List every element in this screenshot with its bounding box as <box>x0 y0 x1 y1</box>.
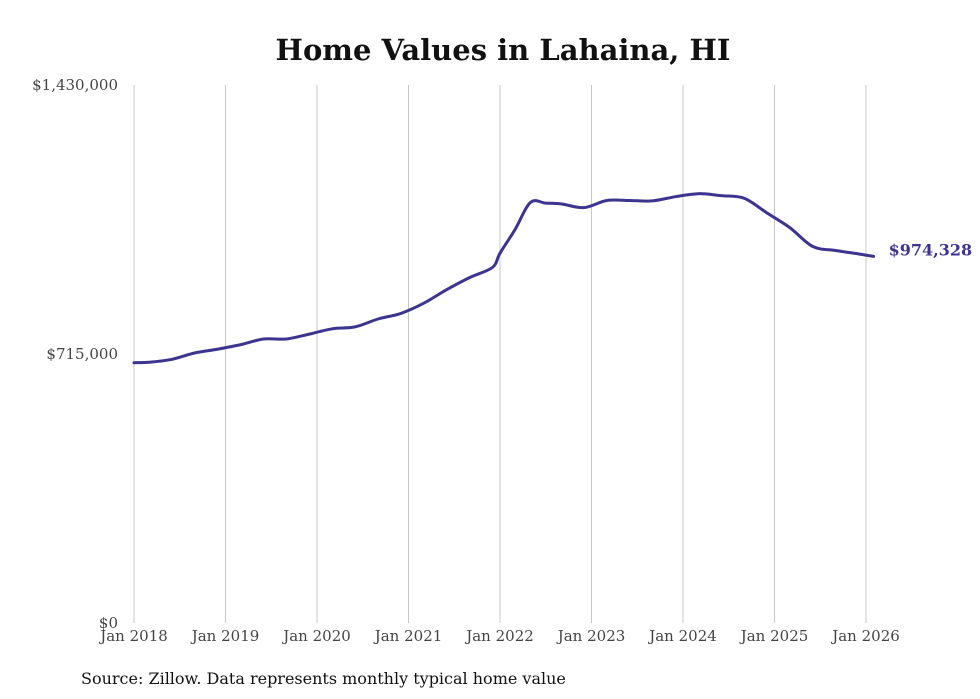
end-value-label: $974,328 <box>889 240 973 259</box>
y-axis-ticks: $0 $715,000 $1,430,000 <box>32 76 118 632</box>
x-tick-label: Jan 2019 <box>190 627 260 645</box>
x-tick-label: Jan 2022 <box>464 627 534 645</box>
x-tick-label: Jan 2018 <box>98 627 168 645</box>
x-tick-label: Jan 2025 <box>739 627 809 645</box>
x-tick-label: Jan 2024 <box>647 627 717 645</box>
x-axis-ticks: Jan 2018 Jan 2019 Jan 2020 Jan 2021 Jan 2022… <box>98 627 900 645</box>
x-tick-label: Jan 2023 <box>556 627 626 645</box>
chart-title: Home Values in Lahaina, HI <box>276 33 731 67</box>
series-line <box>132 192 876 365</box>
y-tick-label: $715,000 <box>46 345 118 363</box>
grid-lines <box>133 85 867 623</box>
series-layer: $974,328 <box>132 192 973 365</box>
y-tick-label: $0 <box>99 614 118 632</box>
x-tick-label: Jan 2021 <box>373 627 443 645</box>
x-tick-label: Jan 2026 <box>830 627 900 645</box>
y-tick-label: $1,430,000 <box>32 76 118 94</box>
source-note: Source: Zillow. Data represents monthly … <box>81 669 566 688</box>
x-tick-label: Jan 2020 <box>281 627 351 645</box>
